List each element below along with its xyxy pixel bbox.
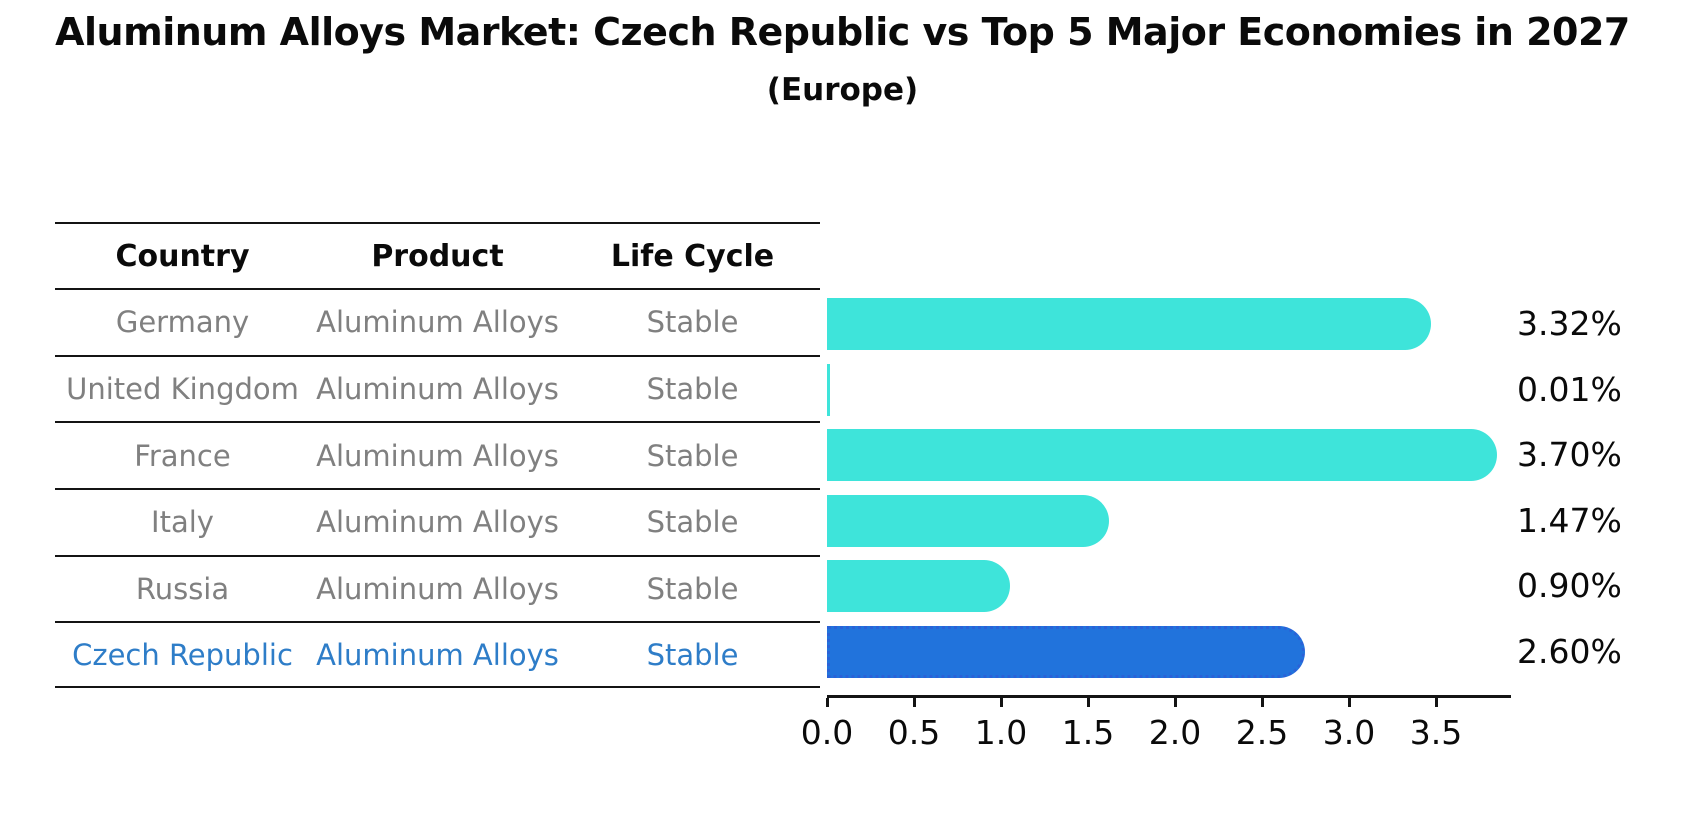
table-row: Germany Aluminum Alloys Stable — [55, 288, 820, 355]
bar-row: 2.60% — [827, 626, 1685, 678]
value-label: 0.01% — [1517, 369, 1622, 409]
table-row-highlighted: Czech Republic Aluminum Alloys Stable — [55, 621, 820, 689]
bar-row: 3.32% — [827, 298, 1685, 350]
cell-country: Italy — [151, 505, 214, 540]
cell-product: Aluminum Alloys — [316, 372, 559, 407]
value-label: 2.60% — [1517, 632, 1622, 671]
x-tick — [1347, 698, 1351, 707]
chart-subtitle: (Europe) — [766, 72, 919, 108]
x-tick-label: 1.0 — [974, 713, 1028, 752]
x-tick — [825, 698, 829, 707]
bar-czech-republic-highlighted — [827, 626, 1306, 678]
value-label: 0.90% — [1517, 566, 1622, 606]
cell-life-cycle: Stable — [646, 438, 739, 473]
cell-country: France — [134, 438, 231, 473]
table-row: Russia Aluminum Alloys Stable — [55, 554, 820, 622]
cell-product: Aluminum Alloys — [316, 637, 559, 672]
country-table: Country Product Life Cycle Germany Alumi… — [55, 222, 820, 689]
table-row: Italy Aluminum Alloys Stable — [55, 488, 820, 555]
cell-country: Czech Republic — [72, 637, 293, 672]
cell-country: Russia — [135, 572, 230, 607]
x-tick-label: 1.5 — [1061, 713, 1115, 752]
bar-france — [827, 429, 1497, 482]
column-header-life-cycle: Life Cycle — [610, 238, 775, 274]
x-tick-label: 0.5 — [887, 713, 941, 752]
x-tick-label: 0.0 — [800, 713, 854, 752]
cell-life-cycle: Stable — [646, 572, 739, 607]
value-label: 1.47% — [1517, 500, 1622, 540]
cell-product: Aluminum Alloys — [316, 505, 559, 540]
x-tick-label: 2.5 — [1235, 713, 1289, 752]
value-label: 3.70% — [1517, 435, 1622, 475]
bar-row: 0.01% — [827, 363, 1685, 416]
cell-life-cycle: Stable — [646, 505, 739, 540]
x-tick — [1086, 698, 1090, 707]
bar-row: 3.70% — [827, 429, 1685, 482]
table-header-row: Country Product Life Cycle — [55, 222, 820, 288]
cell-country: Germany — [115, 305, 250, 340]
table-row: United Kingdom Aluminum Alloys Stable — [55, 354, 820, 422]
cell-life-cycle: Stable — [646, 637, 739, 672]
x-tick — [1260, 698, 1264, 707]
cell-country: United Kingdom — [66, 372, 299, 407]
x-axis: 0.0 0.5 1.0 1.5 2.0 2.5 3.0 3.5 — [801, 695, 1511, 755]
x-tick-label: 3.5 — [1409, 713, 1463, 752]
table-row: France Aluminum Alloys Stable — [55, 421, 820, 488]
x-tick — [999, 698, 1003, 707]
x-tick-label: 2.0 — [1148, 713, 1202, 752]
bar-row: 0.90% — [827, 560, 1685, 613]
x-tick — [912, 698, 916, 707]
value-label: 3.32% — [1517, 304, 1622, 343]
bar-row: 1.47% — [827, 494, 1685, 547]
column-header-product: Product — [371, 238, 504, 274]
bar-germany — [827, 298, 1431, 350]
cell-product: Aluminum Alloys — [316, 572, 559, 607]
x-tick — [1434, 698, 1438, 707]
chart-title: Aluminum Alloys Market: Czech Republic v… — [55, 10, 1630, 54]
x-tick-label: 3.0 — [1322, 713, 1376, 752]
column-header-country: Country — [115, 238, 250, 274]
x-axis-line — [827, 695, 1511, 698]
bar-united-kingdom — [827, 363, 830, 416]
bar-plot: 3.32% 0.01% 3.70% 1.47% 0.90% 2.60% — [827, 298, 1685, 678]
bar-italy — [827, 494, 1109, 547]
x-tick — [1173, 698, 1177, 707]
cell-product: Aluminum Alloys — [316, 305, 559, 340]
bar-russia — [827, 560, 1010, 613]
cell-life-cycle: Stable — [646, 372, 739, 407]
cell-life-cycle: Stable — [646, 305, 739, 340]
cell-product: Aluminum Alloys — [316, 438, 559, 473]
